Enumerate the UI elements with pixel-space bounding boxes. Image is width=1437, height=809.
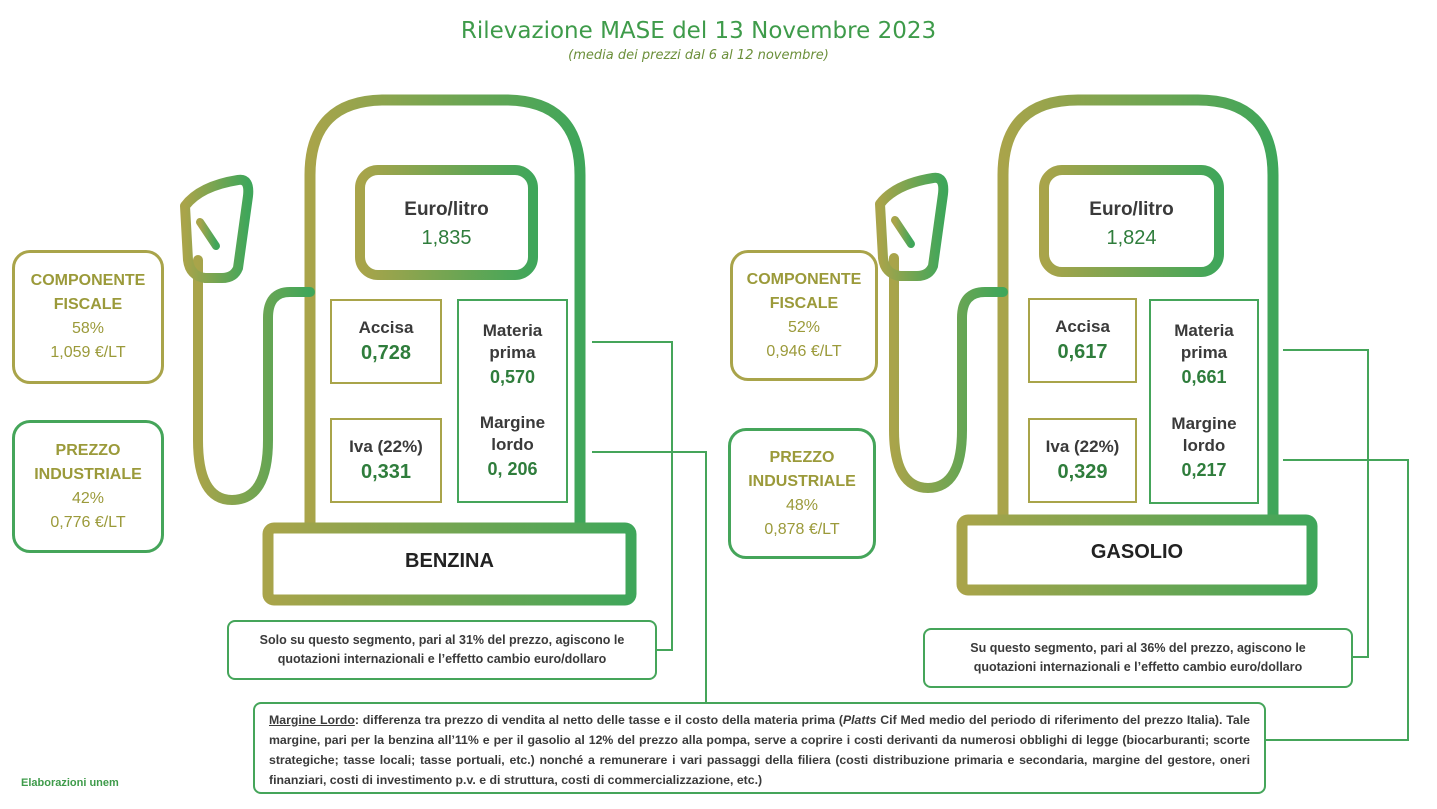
connector-lines bbox=[592, 341, 1409, 741]
accisa-value: 0,617 bbox=[1057, 340, 1108, 363]
materia-line2: prima bbox=[1180, 343, 1228, 363]
benzina-segment-note: Solo su questo segmento, pari al 31% del… bbox=[227, 620, 657, 680]
margine-line2: lordo bbox=[491, 435, 534, 454]
gasolio-prezzo-industriale-box: PREZZO INDUSTRIALE 48% 0,878 €/LT bbox=[728, 428, 876, 559]
industriale-line1: PREZZO bbox=[55, 441, 121, 459]
iva-label: Iva (22%) bbox=[1045, 436, 1120, 456]
materia-line2: prima bbox=[489, 343, 536, 362]
euro-label: Euro/litro bbox=[404, 199, 489, 220]
industriale-pct: 42% bbox=[71, 489, 105, 507]
materia-value: 0,570 bbox=[489, 367, 536, 387]
margine-lordo-text-b: Cif Med medio del periodo di riferimento… bbox=[269, 713, 1250, 787]
industriale-line2: INDUSTRIALE bbox=[34, 465, 142, 483]
margine-value: 0, 206 bbox=[487, 459, 538, 479]
euro-value: 1,824 bbox=[1106, 227, 1157, 249]
benzina-componente-fiscale-box: COMPONENTE FISCALE 58% 1,059 €/LT bbox=[12, 250, 164, 384]
page-subtitle: (media dei prezzi dal 6 al 12 novembre) bbox=[568, 48, 829, 63]
gasolio-pump-icon bbox=[875, 94, 1318, 596]
benzina-label: BENZINA bbox=[405, 550, 494, 572]
margine-value: 0,217 bbox=[1181, 459, 1227, 480]
industriale-line2: INDUSTRIALE bbox=[748, 472, 856, 490]
note-line2: quotazioni internazionali e l’effetto ca… bbox=[973, 660, 1303, 674]
iva-value: 0,329 bbox=[1057, 460, 1108, 483]
fiscale-pct: 58% bbox=[71, 320, 105, 337]
fiscale-pct: 52% bbox=[787, 318, 821, 336]
margine-line1: Margine bbox=[1171, 413, 1237, 433]
fiscale-line1: COMPONENTE bbox=[30, 272, 146, 289]
materia-value: 0,661 bbox=[1181, 367, 1227, 388]
accisa-value: 0,728 bbox=[360, 341, 412, 364]
euro-value: 1,835 bbox=[421, 227, 472, 249]
gasolio-accisa-box: Accisa 0,617 bbox=[1028, 298, 1137, 383]
footer-credit: Elaborazioni unem bbox=[21, 777, 119, 789]
iva-value: 0,331 bbox=[360, 460, 412, 483]
fiscale-line2: FISCALE bbox=[53, 296, 123, 313]
benzina-prezzo-industriale-box: PREZZO INDUSTRIALE 42% 0,776 €/LT bbox=[12, 420, 164, 553]
benzina-iva-box: Iva (22%) 0,331 bbox=[330, 418, 442, 503]
industriale-value: 0,878 €/LT bbox=[764, 520, 840, 538]
margine-line1: Margine bbox=[479, 413, 546, 432]
benzina-euro-litro: Euro/litro 1,835 bbox=[360, 192, 533, 256]
gasolio-euro-litro: Euro/litro 1,824 bbox=[1044, 192, 1219, 256]
accisa-label: Accisa bbox=[358, 317, 414, 337]
fiscale-value: 1,059 €/LT bbox=[50, 344, 126, 361]
fiscale-line1: COMPONENTE bbox=[746, 270, 862, 288]
materia-line1: Materia bbox=[482, 321, 543, 340]
iva-label: Iva (22%) bbox=[349, 436, 423, 456]
materia-prima-group: Materia prima 0,570 bbox=[459, 320, 566, 390]
industriale-pct: 48% bbox=[785, 496, 819, 514]
benzina-pump-icon bbox=[180, 94, 637, 606]
gasolio-iva-box: Iva (22%) 0,329 bbox=[1028, 418, 1137, 503]
materia-line1: Materia bbox=[1174, 321, 1234, 341]
margine-lordo-group: Margine lordo 0,217 bbox=[1151, 413, 1257, 483]
note-line1: Su questo segmento, pari al 36% del prez… bbox=[970, 641, 1306, 655]
margine-lordo-text-a: : differenza tra prezzo di vendita al ne… bbox=[354, 713, 843, 727]
page-title: Rilevazione MASE del 13 Novembre 2023 bbox=[460, 18, 937, 44]
industriale-line1: PREZZO bbox=[769, 448, 835, 466]
benzina-accisa-box: Accisa 0,728 bbox=[330, 299, 442, 384]
gasolio-industriale-breakdown-box: Materia prima 0,661 Margine lordo 0,217 bbox=[1149, 299, 1259, 504]
gasolio-segment-note: Su questo segmento, pari al 36% del prez… bbox=[923, 628, 1353, 688]
accisa-label: Accisa bbox=[1055, 316, 1110, 336]
euro-label: Euro/litro bbox=[1089, 199, 1174, 220]
fiscale-line2: FISCALE bbox=[769, 294, 839, 312]
margine-lordo-group: Margine lordo 0, 206 bbox=[459, 412, 566, 482]
note-line2: quotazioni internazionali e l’effetto ca… bbox=[277, 652, 607, 666]
materia-prima-group: Materia prima 0,661 bbox=[1151, 320, 1257, 390]
margine-lordo-note: Margine Lordo: differenza tra prezzo di … bbox=[253, 702, 1266, 794]
margine-lordo-term: Margine Lordo bbox=[269, 713, 355, 727]
industriale-value: 0,776 €/LT bbox=[50, 513, 126, 531]
gasolio-componente-fiscale-box: COMPONENTE FISCALE 52% 0,946 €/LT bbox=[730, 250, 878, 381]
margine-line2: lordo bbox=[1182, 435, 1226, 455]
fiscale-value: 0,946 €/LT bbox=[766, 342, 842, 360]
gasolio-label: GASOLIO bbox=[1090, 541, 1184, 563]
benzina-industriale-breakdown-box: Materia prima 0,570 Margine lordo 0, 206 bbox=[457, 299, 568, 503]
platts-term: Platts bbox=[842, 713, 877, 727]
note-line1: Solo su questo segmento, pari al 31% del… bbox=[259, 633, 625, 647]
